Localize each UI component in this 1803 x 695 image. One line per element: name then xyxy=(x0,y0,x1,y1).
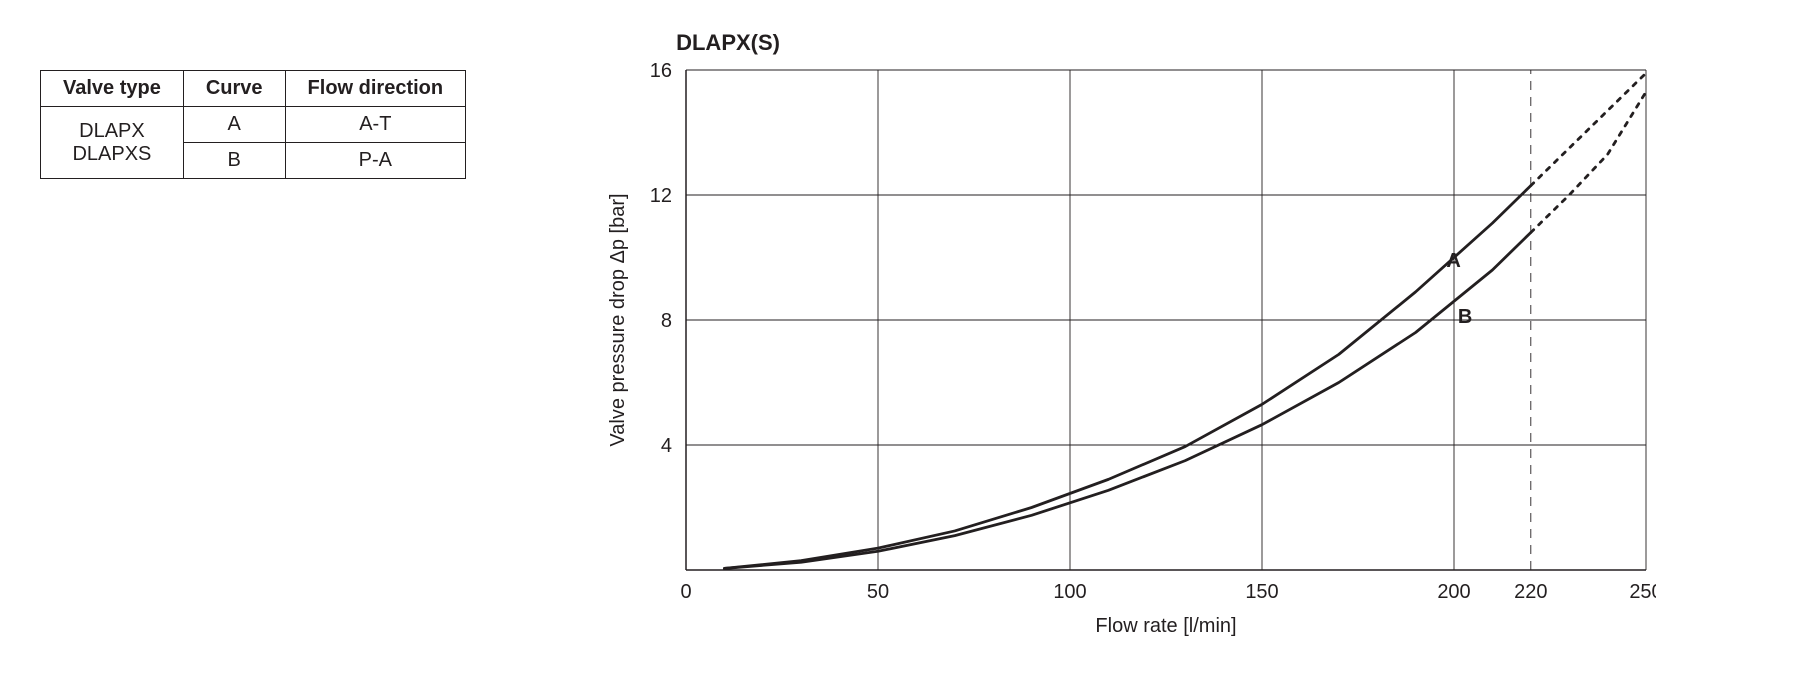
td-valve-type: DLAPXDLAPXS xyxy=(41,107,184,179)
svg-text:220: 220 xyxy=(1514,581,1547,603)
svg-text:16: 16 xyxy=(650,60,672,82)
td-flow-direction: A-T xyxy=(285,107,466,143)
svg-text:12: 12 xyxy=(650,185,672,207)
svg-text:B: B xyxy=(1458,306,1472,328)
chart-title: DLAPX(S) xyxy=(676,30,1656,56)
svg-text:Flow rate [l/min]: Flow rate [l/min] xyxy=(1096,615,1237,637)
svg-text:0: 0 xyxy=(681,581,692,603)
svg-text:Valve pressure drop Δp [bar]: Valve pressure drop Δp [bar] xyxy=(607,193,629,446)
svg-text:8: 8 xyxy=(661,310,672,332)
valve-table-body: DLAPXDLAPXSAA-TBP-A xyxy=(41,107,466,179)
td-curve: A xyxy=(183,107,285,143)
svg-text:200: 200 xyxy=(1437,581,1470,603)
th-curve: Curve xyxy=(183,71,285,107)
svg-text:50: 50 xyxy=(867,581,889,603)
svg-text:A: A xyxy=(1446,250,1460,272)
chart-container: DLAPX(S) A B 0 50 100 150 200 220 250 4 8 12 16 Flow … xyxy=(586,30,1656,665)
pressure-drop-chart: A B 0 50 100 150 200 220 250 4 8 12 16 Flow rate [l/m… xyxy=(586,60,1656,660)
svg-text:4: 4 xyxy=(661,435,672,457)
svg-text:100: 100 xyxy=(1053,581,1086,603)
svg-text:250: 250 xyxy=(1629,581,1656,603)
th-valve-type: Valve type xyxy=(41,71,184,107)
th-flow-direction: Flow direction xyxy=(285,71,466,107)
valve-table-container: Valve type Curve Flow direction DLAPXDLA… xyxy=(40,70,466,179)
td-flow-direction: P-A xyxy=(285,143,466,179)
td-curve: B xyxy=(183,143,285,179)
svg-text:150: 150 xyxy=(1245,581,1278,603)
valve-table: Valve type Curve Flow direction DLAPXDLA… xyxy=(40,70,466,179)
